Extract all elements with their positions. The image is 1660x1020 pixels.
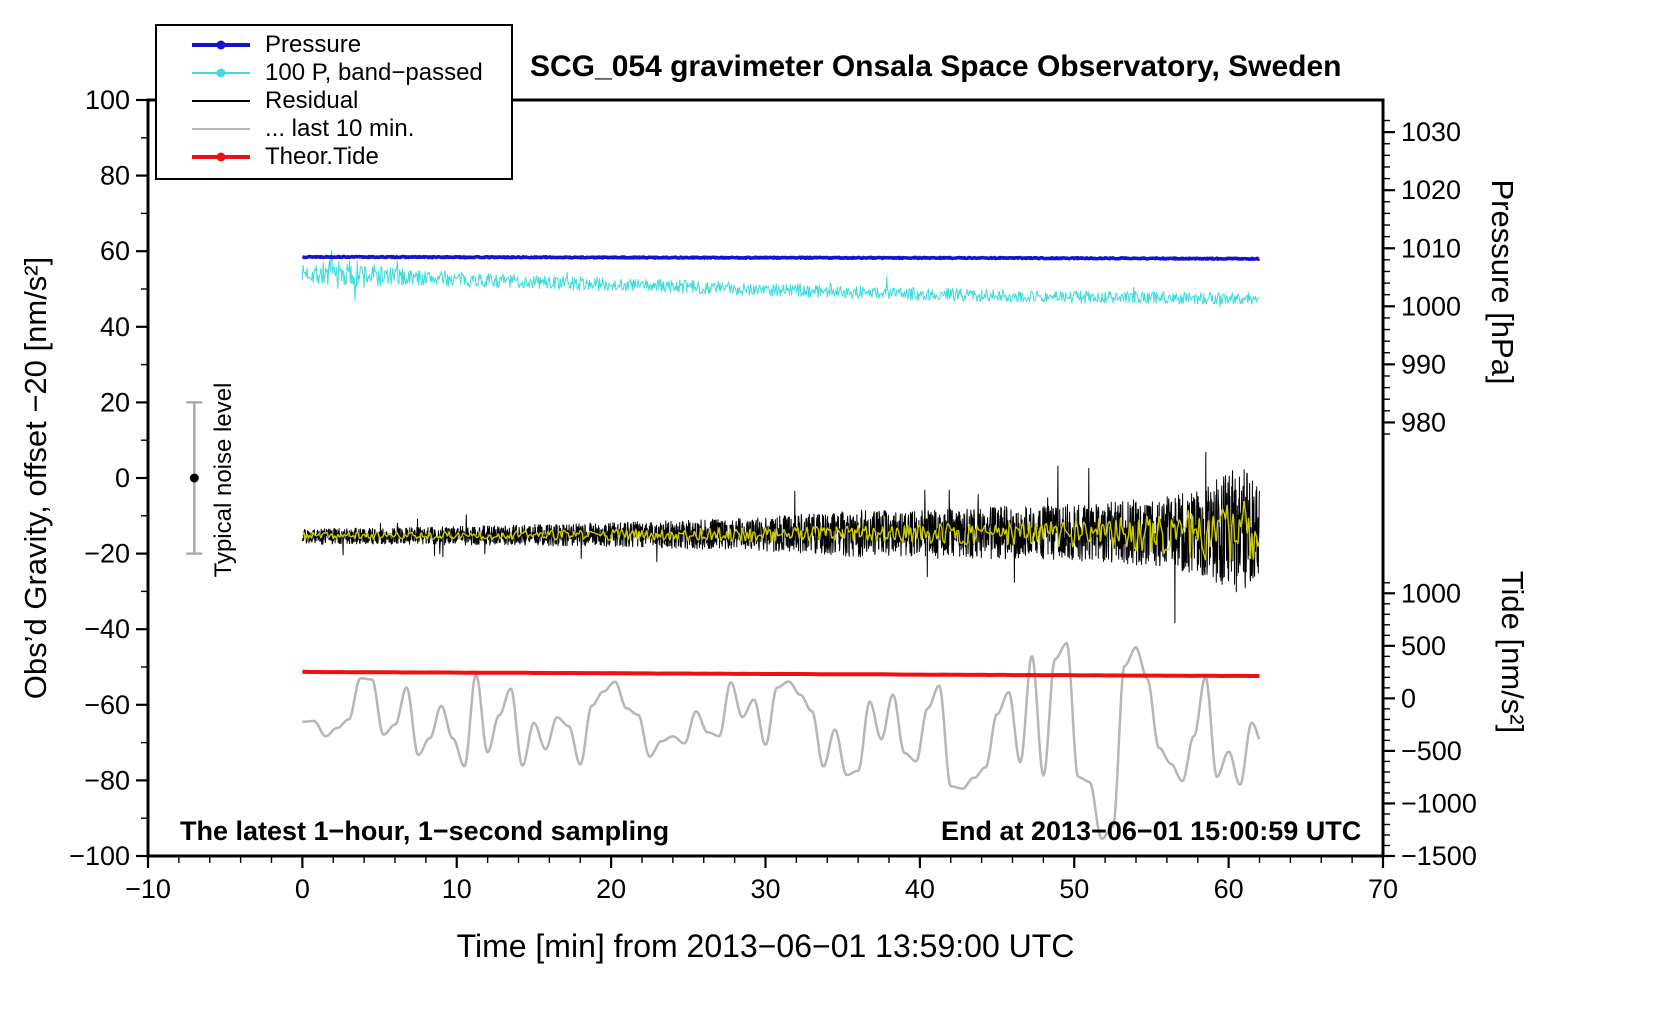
noise-level-label: Typical noise level <box>210 382 237 578</box>
gravity-tick-label: −60 <box>84 690 130 720</box>
series-residual-smoothed <box>301 501 1260 563</box>
gravity-tick-label: 0 <box>115 463 130 493</box>
tide-tick-label: 500 <box>1401 631 1446 661</box>
x-tick-label: 50 <box>1059 874 1089 904</box>
legend-marker-dot <box>216 40 226 50</box>
legend-item-residual: Residual <box>157 87 511 115</box>
plot-frame <box>146 98 1385 858</box>
gravity-tick-label: −40 <box>84 614 130 644</box>
legend-marker-line <box>192 40 250 50</box>
x-tick-label: 10 <box>442 874 472 904</box>
series-theor-tide <box>302 669 1260 678</box>
series-100-p-band-passed <box>301 249 1260 308</box>
gravity-tick-label: −80 <box>84 765 130 795</box>
pressure-tick-label: 1000 <box>1401 291 1461 321</box>
legend-item-label: ... last 10 min. <box>265 115 415 142</box>
x-tick-label: −10 <box>125 874 171 904</box>
noise-level-dot <box>189 473 199 483</box>
x-tick-label: 40 <box>905 874 935 904</box>
x-axis-title: Time [min] from 2013−06−01 13:59:00 UTC <box>456 928 1075 964</box>
legend-item-label: 100 P, band−passed <box>265 59 483 86</box>
gravity-tick-label: 100 <box>85 85 130 115</box>
y-axis-title-pressure: Pressure [hPa] <box>1485 179 1520 385</box>
legend-item-label: Residual <box>265 87 359 114</box>
legend-marker-line <box>192 68 250 78</box>
gravity-tick-label: −20 <box>84 539 130 569</box>
legend-item-last10min: ... last 10 min. <box>157 115 511 143</box>
series-residual <box>301 451 1260 624</box>
legend-item-theortide: Theor.Tide <box>157 143 511 171</box>
legend-item-label: Theor.Tide <box>265 143 379 170</box>
x-tick-label: 20 <box>596 874 626 904</box>
series-pressure <box>301 254 1261 262</box>
pressure-tick-label: 990 <box>1401 349 1446 379</box>
tide-tick-label: 0 <box>1401 683 1416 713</box>
gravity-tick-label: 20 <box>100 387 130 417</box>
x-tick-label: 0 <box>295 874 310 904</box>
pressure-tick-label: 1020 <box>1401 175 1461 205</box>
y-axis-title-tide: Tide [nm/s²] <box>1495 570 1530 734</box>
pressure-tick-label: 980 <box>1401 407 1446 437</box>
gravity-tick-label: 40 <box>100 312 130 342</box>
gravity-tick-label: 80 <box>100 161 130 191</box>
legend-marker-line <box>192 152 250 162</box>
legend-marker-dot <box>216 152 226 162</box>
x-tick-label: 70 <box>1368 874 1398 904</box>
end-time-note: End at 2013−06−01 15:00:59 UTC <box>941 816 1362 846</box>
chart-title: SCG_054 gravimeter Onsala Space Observat… <box>530 50 1342 83</box>
gravity-tick-label: −100 <box>69 841 130 871</box>
tide-tick-label: −500 <box>1401 736 1462 766</box>
sampling-note: The latest 1−hour, 1−second sampling <box>180 816 670 846</box>
tide-tick-label: 1000 <box>1401 578 1461 608</box>
pressure-tick-label: 1030 <box>1401 117 1461 147</box>
legend-item-pressure: Pressure <box>157 31 511 59</box>
legend-item-bandpassed: 100 P, band−passed <box>157 59 511 87</box>
y-axis-title-gravity: Obs’d Gravity, offset −20 [nm/s²] <box>18 256 53 700</box>
tide-tick-label: −1000 <box>1401 788 1477 818</box>
legend-item-label: Pressure <box>265 31 362 58</box>
series-last-10-min <box>302 641 1261 840</box>
x-tick-label: 30 <box>750 874 780 904</box>
gravity-tick-label: 60 <box>100 236 130 266</box>
tide-tick-label: −1500 <box>1401 841 1477 871</box>
x-tick-label: 60 <box>1214 874 1244 904</box>
legend-marker-line <box>192 100 250 102</box>
legend-marker-dot <box>216 68 226 78</box>
legend-marker-line <box>192 127 250 131</box>
pressure-tick-label: 1010 <box>1401 233 1461 263</box>
legend: Pressure 100 P, band−passed Residual ...… <box>155 24 513 180</box>
